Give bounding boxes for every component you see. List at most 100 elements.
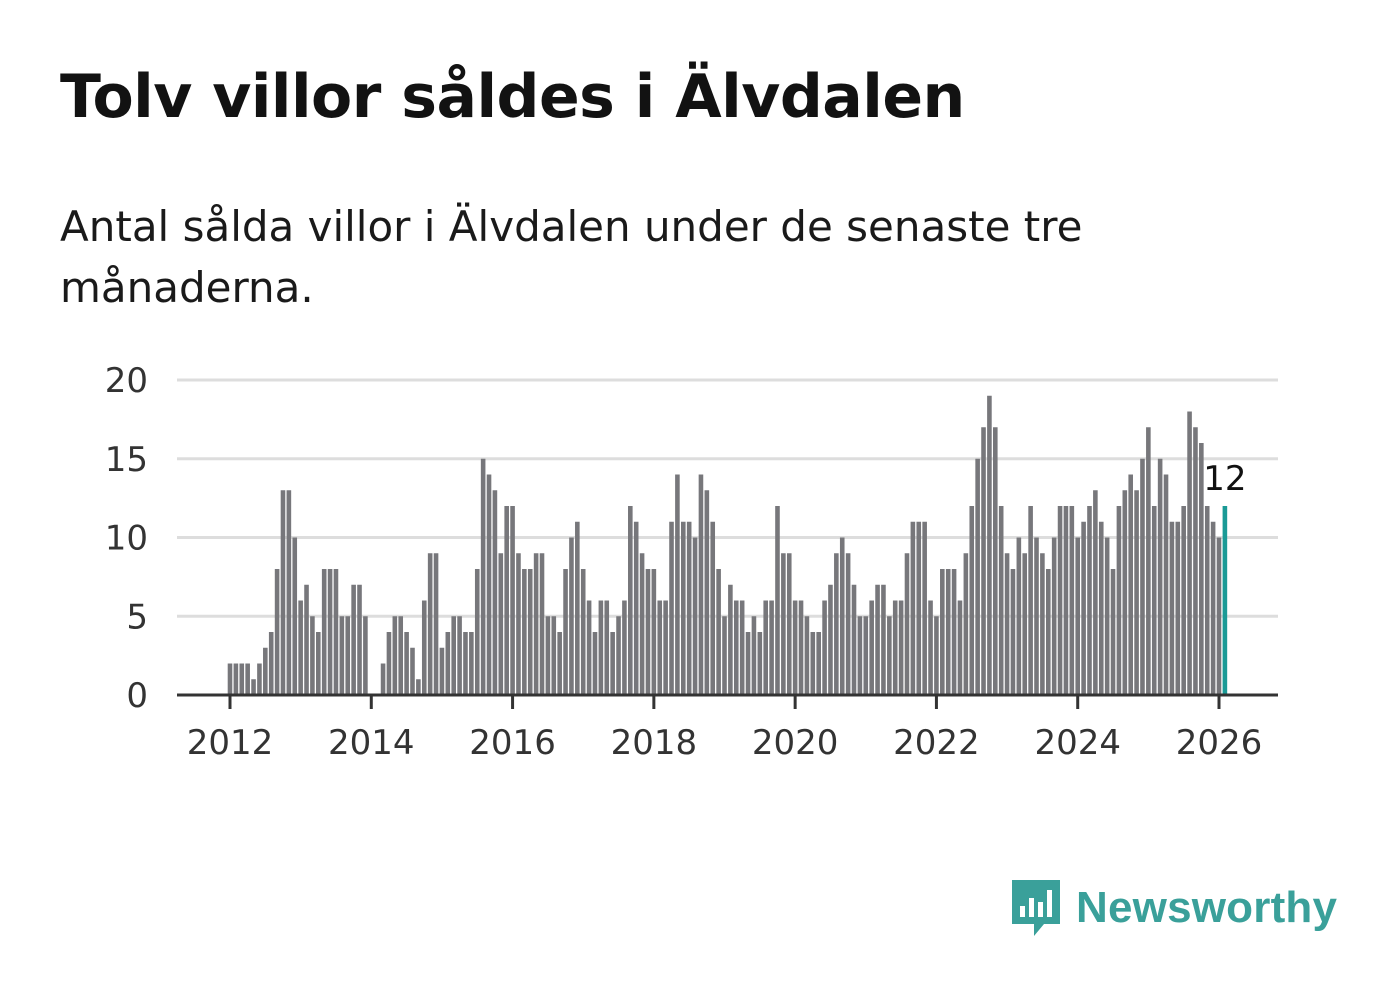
- bar: [239, 663, 245, 695]
- x-tick-label: 2022: [893, 723, 980, 763]
- bar: [786, 553, 792, 695]
- bar: [763, 600, 769, 695]
- bar: [881, 584, 886, 695]
- bar: [310, 616, 315, 695]
- y-tick-label: 15: [105, 440, 148, 480]
- bar: [1081, 521, 1086, 695]
- bar: [645, 569, 651, 695]
- newsworthy-logo: Newsworthy: [1010, 878, 1337, 938]
- bar: [386, 632, 392, 695]
- bar: [1122, 490, 1128, 695]
- bar: [451, 616, 456, 695]
- bar: [757, 632, 763, 695]
- bar: [1010, 569, 1016, 695]
- bar: [751, 616, 757, 695]
- bar: [1187, 411, 1192, 695]
- bar: [316, 632, 321, 695]
- x-tick-label: 2012: [187, 723, 274, 763]
- chart-title: Tolv villor såldes i Älvdalen: [60, 62, 965, 132]
- bar: [1098, 521, 1104, 695]
- bar: [274, 569, 280, 695]
- bar: [545, 616, 551, 695]
- bar: [834, 553, 839, 695]
- x-tick-label: 2020: [752, 723, 839, 763]
- bar: [739, 600, 745, 695]
- bar: [398, 616, 404, 695]
- y-tick-label: 10: [105, 519, 148, 559]
- bar: [1028, 506, 1033, 695]
- bar: [1069, 506, 1075, 695]
- bar: [887, 616, 892, 695]
- bar: [716, 569, 721, 695]
- bar: [993, 427, 998, 695]
- bar: [498, 553, 504, 695]
- bar: [263, 647, 268, 695]
- bar: [527, 569, 533, 695]
- bar: [639, 553, 645, 695]
- newsworthy-logo-icon: [1012, 880, 1060, 936]
- bar: [1051, 537, 1057, 695]
- bar: [533, 553, 539, 695]
- bar: [851, 584, 857, 695]
- bar: [257, 663, 262, 695]
- bars: [227, 395, 1228, 695]
- bar: [304, 584, 309, 695]
- bar: [898, 600, 904, 695]
- y-tick-label: 5: [126, 597, 148, 637]
- bar: [421, 600, 427, 695]
- bar: [227, 663, 233, 695]
- bar: [580, 569, 586, 695]
- bar: [445, 632, 451, 695]
- x-axis-ticks: 2012 2014 2016 2018 2020 2022 2024 2026: [187, 695, 1262, 763]
- bar: [969, 506, 975, 695]
- bar: [1210, 521, 1216, 695]
- bar: [951, 569, 957, 695]
- bar: [516, 553, 521, 695]
- bar: [563, 569, 568, 695]
- bar: [416, 679, 421, 695]
- bar: [539, 553, 545, 695]
- bar: [1199, 443, 1204, 695]
- bar: [710, 521, 716, 695]
- bar: [928, 600, 933, 695]
- bar: [680, 521, 686, 695]
- bar: [940, 569, 945, 695]
- bar: [1040, 553, 1045, 695]
- bar: [1157, 458, 1163, 695]
- bar: [692, 537, 698, 695]
- bar: [675, 474, 680, 695]
- bar: [1087, 506, 1092, 695]
- bar: [981, 427, 986, 695]
- y-tick-label: 20: [105, 361, 148, 401]
- bar: [839, 537, 845, 695]
- bar: [286, 490, 292, 695]
- bar: [292, 537, 298, 695]
- bar: [480, 458, 486, 695]
- bar: [957, 600, 963, 695]
- bar: [910, 521, 916, 695]
- bar: [380, 663, 386, 695]
- x-tick-label: 2018: [611, 723, 698, 763]
- bar: [1140, 458, 1145, 695]
- bar: [351, 584, 356, 695]
- bar: [663, 600, 668, 695]
- bar: [816, 632, 821, 695]
- bar: [987, 395, 992, 695]
- bar: [557, 632, 562, 695]
- y-tick-label: 0: [126, 676, 148, 716]
- bar: [1063, 506, 1069, 695]
- bar: [433, 553, 439, 695]
- bar: [404, 632, 409, 695]
- bar: [669, 521, 674, 695]
- bar: [792, 600, 798, 695]
- bar: [798, 600, 804, 695]
- bar: [469, 632, 474, 695]
- bar: [869, 600, 874, 695]
- bar: [1128, 474, 1133, 695]
- bar: [810, 632, 816, 695]
- bar: [1110, 569, 1116, 695]
- bar: [333, 569, 339, 695]
- bar: [474, 569, 480, 695]
- bar: [339, 616, 345, 695]
